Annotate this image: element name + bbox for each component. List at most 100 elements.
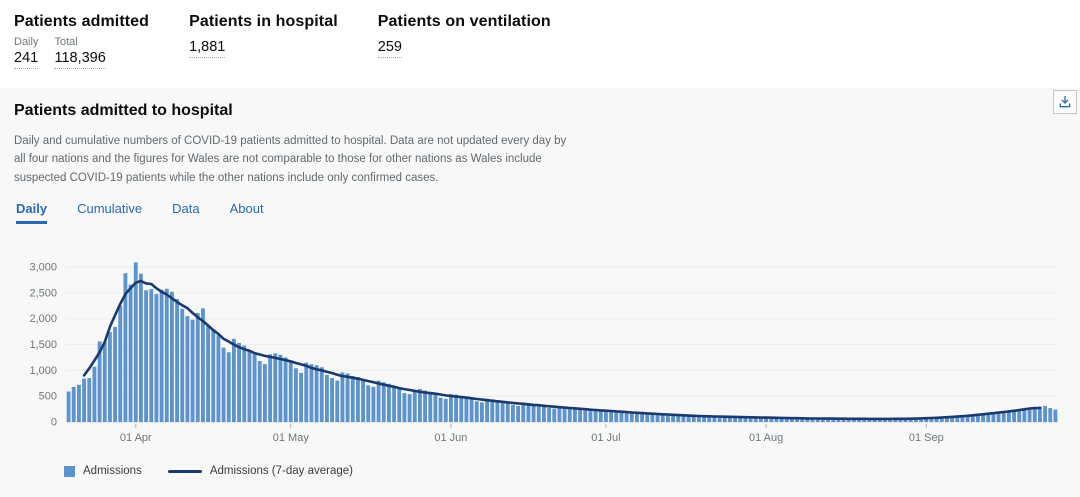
admissions-bar[interactable] (919, 418, 924, 423)
ventilation-value[interactable]: 259 (377, 39, 402, 58)
admissions-bar[interactable] (340, 372, 345, 423)
in-hospital-value[interactable]: 1,881 (189, 39, 226, 58)
admissions-bar[interactable] (474, 401, 479, 423)
admissions-bar[interactable] (965, 415, 970, 423)
admissions-bar[interactable] (733, 417, 738, 423)
admissions-bar[interactable] (888, 418, 893, 423)
admissions-bar[interactable] (268, 354, 273, 423)
admissions-bar[interactable] (169, 291, 174, 423)
admissions-bar[interactable] (913, 419, 918, 423)
admissions-bar[interactable] (257, 361, 262, 423)
admissions-bar[interactable] (996, 412, 1001, 423)
admissions-bar[interactable] (361, 379, 366, 423)
admissions-bar[interactable] (288, 360, 293, 423)
admissions-bar[interactable] (986, 414, 991, 423)
admissions-bar[interactable] (1012, 411, 1017, 423)
admissions-chart[interactable]: 0 500 1,000 1,500 2,000 2,500 3,000 01 Apr 01 Ma… (0, 243, 1080, 453)
admissions-bar[interactable] (696, 417, 701, 423)
admissions-bar[interactable] (335, 380, 340, 423)
admissions-bar[interactable] (438, 397, 443, 423)
admissions-bar[interactable] (423, 390, 428, 423)
admissions-bar[interactable] (934, 417, 939, 423)
admissions-bar[interactable] (950, 417, 955, 423)
admissions-bar[interactable] (779, 417, 784, 423)
tab-cumulative[interactable]: Cumulative (77, 201, 143, 217)
admissions-bar[interactable] (758, 417, 763, 423)
admissions-bar[interactable] (893, 419, 898, 423)
admissions-bar[interactable] (867, 419, 872, 423)
admissions-bar[interactable] (862, 419, 867, 423)
admissions-bar[interactable] (547, 408, 552, 423)
admissions-bar[interactable] (221, 347, 226, 423)
admissions-bar[interactable] (283, 357, 288, 423)
admissions-bar[interactable] (939, 417, 944, 423)
admissions-bar[interactable] (826, 418, 831, 423)
admissions-bar[interactable] (944, 417, 949, 423)
admissions-bar[interactable] (92, 366, 97, 423)
admissions-bar[interactable] (102, 342, 107, 423)
admissions-bar[interactable] (960, 416, 965, 423)
admissions-bar[interactable] (815, 418, 820, 423)
admissions-bar[interactable] (237, 343, 242, 423)
admissions-bar[interactable] (764, 418, 769, 423)
admissions-bar[interactable] (448, 394, 453, 423)
admissions-bar[interactable] (857, 418, 862, 423)
admissions-bar[interactable] (71, 387, 76, 423)
admissions-bar[interactable] (738, 417, 743, 423)
admissions-bar[interactable] (681, 415, 686, 423)
admissions-bar[interactable] (1037, 406, 1042, 423)
admissions-bar[interactable] (113, 327, 118, 423)
admissions-bar[interactable] (820, 418, 825, 423)
admissions-bar[interactable] (841, 419, 846, 423)
admissions-bar[interactable] (485, 398, 490, 423)
admissions-bar[interactable] (314, 365, 319, 423)
tab-data[interactable]: Data (172, 201, 200, 217)
admissions-bar[interactable] (1053, 409, 1058, 423)
admissions-bar[interactable] (717, 416, 722, 423)
admissions-bar[interactable] (521, 402, 526, 423)
admissions-bar[interactable] (206, 326, 211, 423)
admissions-bar[interactable] (526, 403, 531, 423)
tab-about[interactable]: About (229, 201, 264, 217)
admissions-bar[interactable] (702, 415, 707, 423)
admissions-bar[interactable] (371, 387, 376, 423)
admissions-bar[interactable] (195, 313, 200, 423)
admissions-bar[interactable] (479, 402, 484, 423)
admissions-bar[interactable] (898, 418, 903, 423)
admissions-bar[interactable] (149, 289, 154, 423)
admissions-bar[interactable] (572, 408, 577, 423)
admissions-bar[interactable] (851, 418, 856, 423)
admissions-bar[interactable] (190, 319, 195, 423)
daily-admitted-value[interactable]: 241 (14, 50, 39, 69)
admissions-bar[interactable] (417, 389, 422, 423)
admissions-bar[interactable] (324, 375, 329, 423)
admissions-bar[interactable] (805, 419, 810, 423)
admissions-bar[interactable] (407, 394, 412, 423)
admissions-bar[interactable] (355, 377, 360, 423)
admissions-bar[interactable] (676, 414, 681, 423)
admissions-bar[interactable] (469, 398, 474, 423)
admissions-bar[interactable] (593, 409, 598, 423)
admissions-bar[interactable] (138, 273, 143, 423)
admissions-bar[interactable] (392, 386, 397, 423)
tab-daily[interactable]: Daily (16, 201, 48, 225)
admissions-bar[interactable] (769, 418, 774, 423)
admissions-bar[interactable] (795, 418, 800, 423)
admissions-bar[interactable] (350, 376, 355, 423)
admissions-bar[interactable] (376, 380, 381, 423)
admissions-bar[interactable] (552, 408, 557, 423)
admissions-bar[interactable] (381, 382, 386, 423)
admissions-bar[interactable] (707, 415, 712, 423)
admissions-bar[interactable] (76, 384, 81, 423)
admissions-bar[interactable] (319, 367, 324, 423)
admissions-bar[interactable] (789, 418, 794, 423)
admissions-bar[interactable] (200, 308, 205, 423)
admissions-bar[interactable] (412, 390, 417, 423)
admissions-bar[interactable] (583, 410, 588, 423)
admissions-bar[interactable] (330, 378, 335, 423)
admissions-bar[interactable] (1048, 408, 1053, 423)
admissions-bar[interactable] (831, 418, 836, 423)
admissions-bar[interactable] (185, 316, 190, 423)
admissions-bar[interactable] (443, 398, 448, 423)
admissions-bar[interactable] (598, 409, 603, 423)
